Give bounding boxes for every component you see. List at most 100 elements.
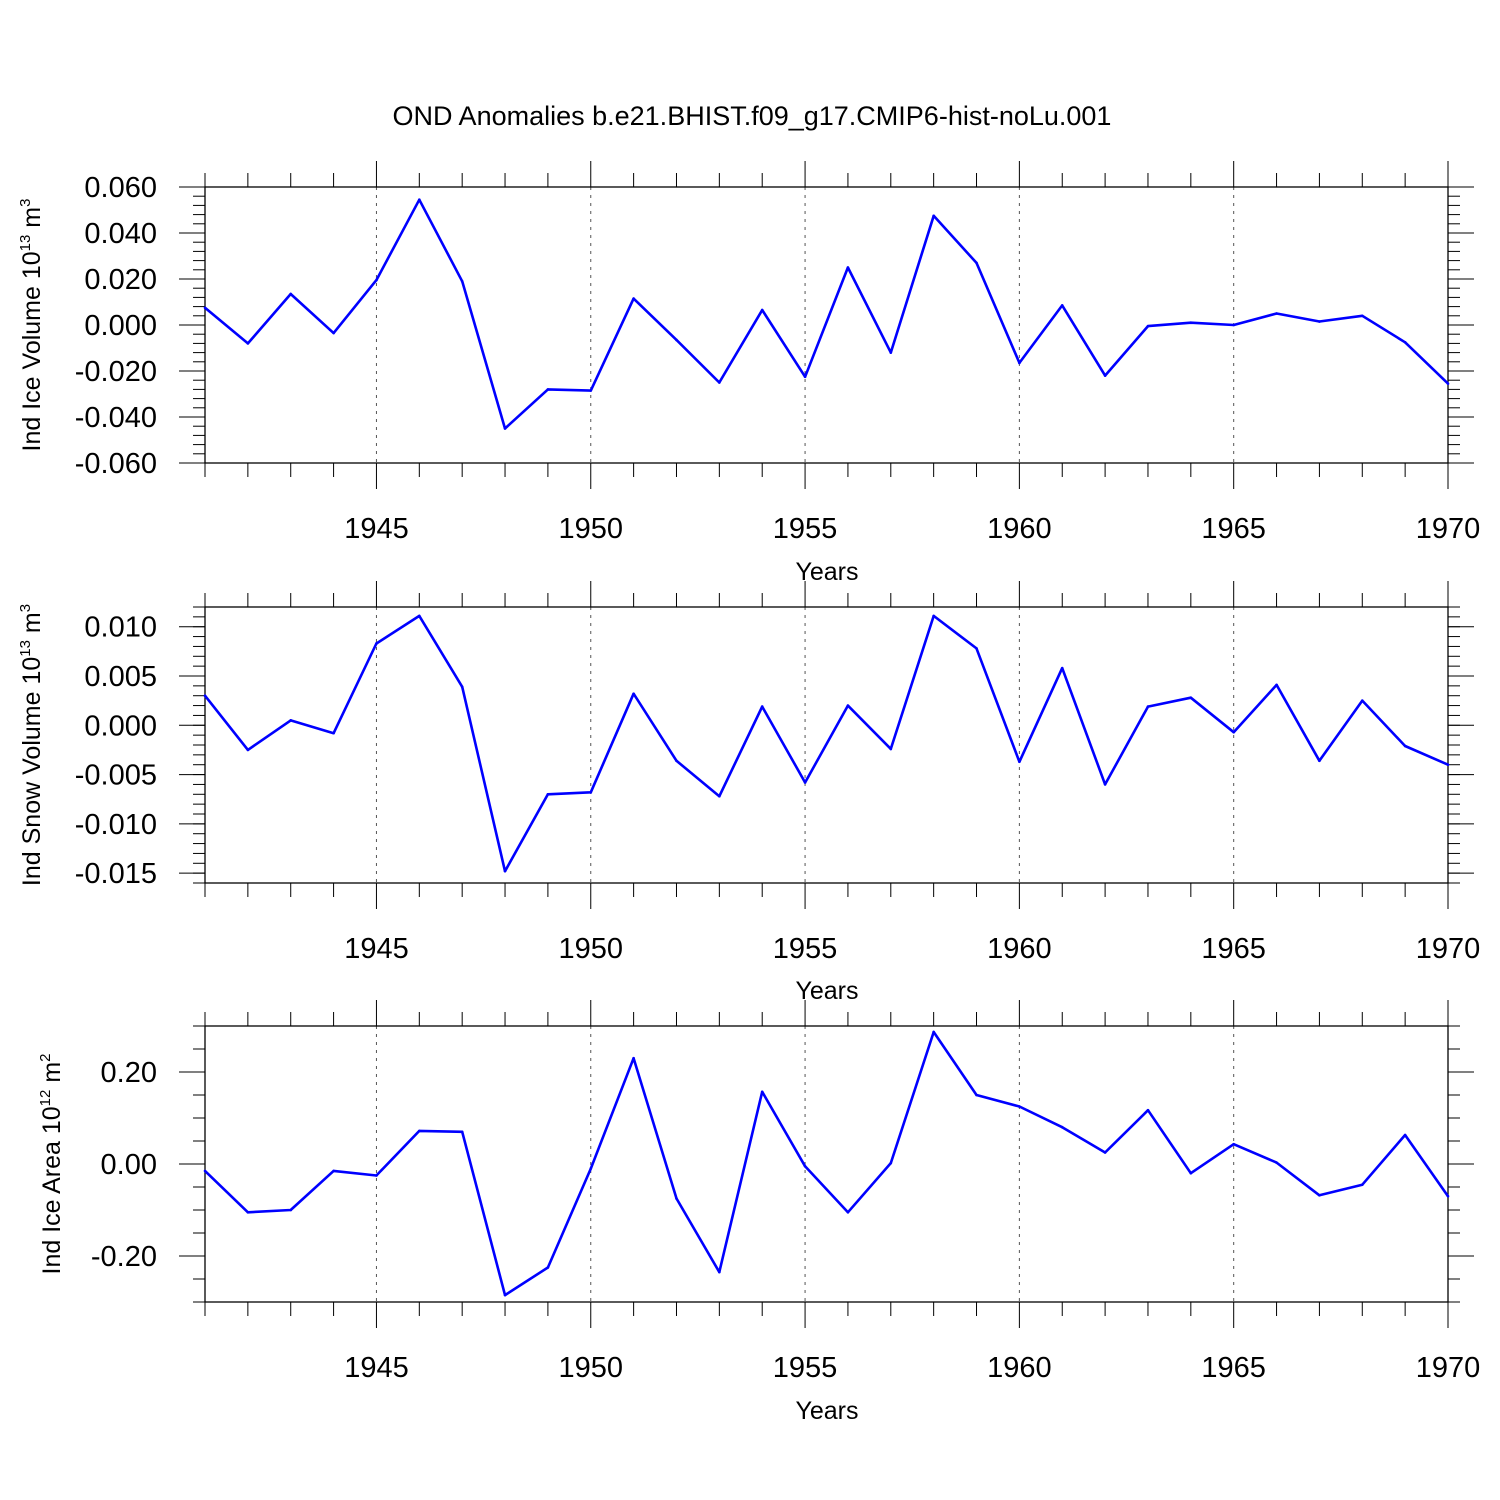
panel-2-point-1948 bbox=[503, 1293, 507, 1297]
panel-0-ylabel: Ind Ice Volume 1013 m3 bbox=[17, 199, 46, 452]
panel-0-ytick-label-0: -0.060 bbox=[75, 448, 157, 480]
panel-1-point-1970 bbox=[1446, 763, 1450, 767]
panel-2-point-1952 bbox=[675, 1197, 678, 1200]
panel-1-point-1948 bbox=[503, 869, 507, 873]
panel-2-point-1967 bbox=[1318, 1193, 1321, 1197]
panel-0-point-1970 bbox=[1446, 382, 1450, 385]
panel-0-xtick-label-4: 1965 bbox=[1201, 513, 1266, 545]
panel-1-xtick-label-2: 1955 bbox=[773, 933, 838, 965]
panel-0-xtick-label-0: 1945 bbox=[344, 513, 409, 545]
panel-1-ylabel-unit-exp: 3 bbox=[17, 604, 34, 612]
panel-1-xtick-label-3: 1960 bbox=[987, 933, 1052, 965]
panel-1-xtick-label-5: 1970 bbox=[1416, 933, 1481, 965]
panel-0-ytick-label-6: 0.060 bbox=[84, 172, 157, 204]
panel-0-point-1966 bbox=[1275, 312, 1278, 315]
panel-1-point-1967 bbox=[1318, 759, 1321, 763]
panel-2-point-1945 bbox=[375, 1174, 378, 1177]
panel-1-ytick-label-0: -0.015 bbox=[75, 858, 157, 890]
panel-0-point-1942 bbox=[246, 342, 250, 345]
panel-0-point-1964 bbox=[1189, 321, 1193, 325]
panel-0-point-1946 bbox=[418, 198, 421, 201]
chart-title: OND Anomalies b.e21.BHIST.f09_g17.CMIP6-… bbox=[393, 101, 1112, 131]
panel-2-point-1960 bbox=[1018, 1105, 1021, 1108]
panel-0-point-1958 bbox=[932, 214, 935, 218]
panel-1-point-1962 bbox=[1103, 783, 1107, 786]
panel-2-series-line bbox=[204, 1030, 1450, 1297]
panel-1-point-1966 bbox=[1275, 683, 1278, 687]
panel-1-point-1953 bbox=[718, 794, 721, 798]
panel-1-ytick-label-2: -0.005 bbox=[75, 760, 157, 792]
panel-0-point-1963 bbox=[1146, 324, 1150, 328]
panel-0-point-1969 bbox=[1403, 340, 1407, 344]
panel-0-point-1944 bbox=[332, 331, 335, 335]
panel-0-point-1953 bbox=[718, 381, 721, 384]
panel-2-ytick-label-0: -0.20 bbox=[91, 1241, 157, 1273]
panel-2-point-1961 bbox=[1060, 1125, 1064, 1129]
panel-1-point-1951 bbox=[632, 692, 635, 696]
panel-2-point-1968 bbox=[1360, 1183, 1364, 1186]
panel-0-ylabel-unit: m bbox=[18, 207, 46, 235]
panel-0-ytick-label-1: -0.040 bbox=[75, 402, 157, 434]
panel-2-point-1958 bbox=[932, 1030, 935, 1034]
panel-2-ytick-label-2: 0.20 bbox=[101, 1057, 157, 1089]
panel-0-ytick-label-3: 0.000 bbox=[84, 310, 157, 342]
panel-1-point-1958 bbox=[932, 614, 935, 618]
ice-volume-panel: Years Ind Ice Volume 1013 m3 1945 1950 195… bbox=[17, 161, 1480, 586]
panel-2-xlabel: Years bbox=[795, 1397, 858, 1425]
panel-2-point-1955 bbox=[803, 1165, 807, 1168]
panel-0-xtick-label-1: 1950 bbox=[559, 513, 624, 545]
snow-volume-panel: Years Ind Snow Volume 1013 m3 1945 1950 19… bbox=[17, 581, 1480, 1005]
panel-0-ylabel-main: Ind Ice Volume 10 bbox=[18, 251, 46, 451]
panel-2-ylabel-exp: 12 bbox=[37, 1090, 54, 1107]
panel-0-xtick-label-5: 1970 bbox=[1416, 513, 1481, 545]
panel-2-point-1951 bbox=[632, 1056, 635, 1060]
panel-0-point-1955 bbox=[803, 375, 807, 379]
panel-0-xtick-label-3: 1960 bbox=[987, 513, 1052, 545]
panel-2-point-1954 bbox=[760, 1090, 764, 1094]
panel-1-point-1950 bbox=[589, 791, 593, 794]
panel-2-xtick-label-5: 1970 bbox=[1416, 1352, 1481, 1384]
panel-2-point-1949 bbox=[546, 1266, 550, 1269]
panel-1-point-1963 bbox=[1146, 705, 1150, 708]
panel-1-point-1946 bbox=[418, 614, 421, 618]
panel-0-point-1957 bbox=[889, 351, 893, 354]
panel-1-point-1943 bbox=[289, 719, 293, 722]
panel-1-point-1965 bbox=[1232, 730, 1235, 734]
panel-2-ylabel-unit: m bbox=[38, 1062, 66, 1090]
panel-0-xtick-label-2: 1955 bbox=[773, 513, 838, 545]
panel-2-point-1970 bbox=[1446, 1194, 1450, 1198]
panel-1-point-1955 bbox=[803, 781, 807, 784]
panel-2-xtick-label-1: 1950 bbox=[559, 1352, 624, 1384]
panel-2-ylabel: Ind Ice Area 1012 m2 bbox=[37, 1054, 66, 1275]
panel-2-point-1966 bbox=[1275, 1161, 1278, 1164]
panel-0-ytick-label-5: 0.040 bbox=[84, 218, 157, 250]
panel-1-ytick-label-5: 0.010 bbox=[84, 612, 157, 644]
panel-2-point-1965 bbox=[1232, 1142, 1235, 1146]
panel-1-xtick-label-0: 1945 bbox=[344, 933, 409, 965]
panel-1-point-1942 bbox=[246, 748, 250, 752]
panel-1-ytick-label-4: 0.005 bbox=[84, 661, 157, 693]
panel-2-point-1942 bbox=[246, 1211, 250, 1214]
panel-0-ytick-label-2: -0.020 bbox=[75, 356, 157, 388]
panel-0-point-1954 bbox=[760, 308, 764, 312]
panel-1-ylabel-unit: m bbox=[18, 612, 46, 640]
panel-1-point-1960 bbox=[1018, 760, 1021, 764]
panel-1-point-1945 bbox=[375, 642, 378, 645]
panel-1-ylabel-main: Ind Snow Volume 10 bbox=[18, 657, 46, 886]
panel-1-ylabel: Ind Snow Volume 1013 m3 bbox=[17, 604, 46, 886]
panel-1-point-1964 bbox=[1189, 696, 1193, 699]
panel-0-point-1959 bbox=[975, 261, 978, 265]
panel-2-frame bbox=[204, 1025, 1449, 1303]
panel-2-point-1963 bbox=[1146, 1108, 1150, 1112]
panel-1-series-line bbox=[203, 614, 1449, 873]
panel-0-point-1960 bbox=[1018, 361, 1021, 365]
panel-1-point-1949 bbox=[546, 792, 550, 796]
panel-0-point-1967 bbox=[1318, 320, 1321, 323]
panel-1-point-1959 bbox=[975, 647, 978, 650]
panel-1-ytick-label-3: 0.000 bbox=[84, 710, 157, 742]
panel-1-point-1952 bbox=[675, 759, 678, 763]
panel-0-point-1965 bbox=[1232, 323, 1235, 327]
panel-1-point-1957 bbox=[889, 747, 893, 751]
panel-1-point-1954 bbox=[760, 705, 764, 708]
panel-0-point-1948 bbox=[503, 427, 507, 430]
